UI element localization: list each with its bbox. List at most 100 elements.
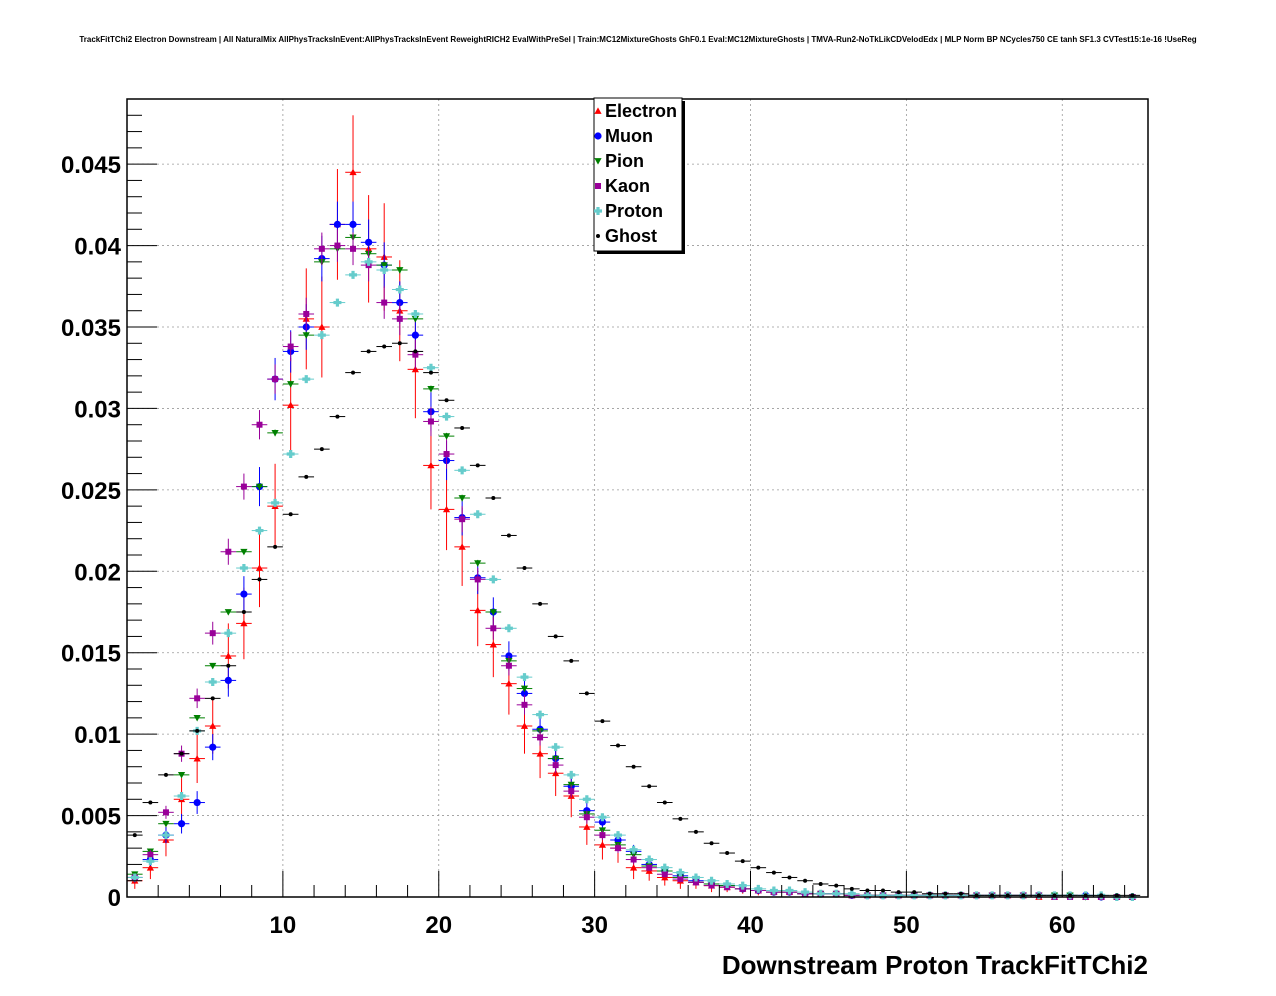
proton-point: [645, 855, 654, 864]
ghost-point: [787, 875, 792, 880]
proton-point: [504, 624, 513, 633]
ghost-point: [210, 696, 215, 701]
ghost-point: [771, 870, 776, 875]
kaon-point: [396, 315, 403, 322]
ghost-point: [257, 577, 262, 582]
kaon-point: [412, 351, 419, 358]
legend-label-electron: Electron: [605, 101, 677, 121]
ghost-point: [662, 800, 667, 805]
proton-point: [567, 770, 576, 779]
ghost-point: [163, 772, 168, 777]
kaon-point: [318, 245, 325, 252]
pion-point: [271, 429, 279, 437]
proton-point: [832, 889, 841, 898]
kaon-point: [272, 376, 279, 383]
legend-label-pion: Pion: [605, 151, 644, 171]
ghost-point: [148, 800, 153, 805]
pion-point: [474, 560, 482, 567]
proton-point: [271, 498, 280, 507]
proton-point: [598, 813, 607, 822]
ghost-point: [927, 891, 932, 896]
y-tick-label: 0.04: [74, 234, 121, 261]
ghost-point: [725, 851, 730, 856]
electron-point: [318, 323, 326, 330]
pion-point: [302, 332, 310, 339]
ghost-point: [335, 414, 340, 419]
ghost-point: [179, 751, 184, 756]
y-tick-label: 0.035: [61, 315, 121, 342]
electron-point: [146, 864, 154, 871]
kaon-point: [505, 662, 512, 669]
series-layer: [127, 115, 1141, 902]
legend-marker-electron: [594, 107, 602, 114]
electron-point: [287, 401, 295, 409]
kaon-point: [646, 864, 653, 871]
muon-point: [365, 238, 373, 246]
ghost-point: [647, 784, 652, 789]
legend-marker-ghost: [596, 234, 600, 238]
ghost-point: [740, 859, 745, 864]
y-tick-label: 0.025: [61, 478, 121, 505]
x-axis-title: Downstream Proton TrackFitTChi2: [722, 950, 1148, 980]
kaon-point: [474, 576, 481, 583]
legend-label-ghost: Ghost: [605, 226, 657, 246]
ghost-point: [397, 341, 402, 346]
muon-point: [349, 220, 357, 228]
muon-point: [598, 818, 607, 826]
electron-point: [442, 505, 451, 513]
proton-point: [161, 831, 170, 840]
ghost-point: [351, 370, 356, 375]
proton-point: [801, 888, 810, 897]
kaon-point: [490, 625, 497, 632]
ghost-point: [288, 512, 293, 517]
muon-point: [224, 676, 232, 685]
proton-point: [629, 845, 638, 854]
electron-point: [209, 722, 217, 729]
ghost-point: [241, 610, 246, 614]
legend-marker-pion: [594, 158, 602, 165]
proton-point: [582, 795, 591, 804]
kaon-point: [552, 762, 559, 769]
kaon-point: [568, 788, 575, 795]
ghost-point: [709, 841, 714, 846]
ghost-point: [958, 891, 963, 896]
proton-point: [473, 510, 482, 519]
proton-point: [754, 884, 763, 893]
electron-point: [193, 754, 201, 762]
ghost-point: [803, 878, 808, 883]
proton-point: [707, 876, 716, 885]
electron-point: [489, 640, 497, 648]
proton-point: [239, 564, 248, 573]
proton-point: [426, 363, 435, 372]
ghost-point: [491, 496, 496, 500]
pion-point: [442, 433, 451, 440]
ghost-point: [912, 890, 917, 895]
proton-point: [364, 257, 373, 266]
kaon-point: [599, 832, 606, 839]
proton-point: [863, 891, 872, 900]
proton-point: [785, 886, 794, 895]
x-tick-label: 40: [737, 912, 764, 939]
pion-point: [240, 548, 248, 556]
ghost-point: [273, 544, 278, 549]
ghost-point: [943, 891, 948, 896]
ghost-point: [678, 816, 683, 821]
ghost-point: [616, 743, 621, 748]
ghost-point: [693, 829, 698, 834]
pion-point: [396, 267, 404, 274]
muon-point: [209, 743, 217, 751]
electron-point: [458, 543, 466, 550]
series-pion: [127, 234, 1141, 901]
kaon-point: [615, 845, 622, 852]
ghost-point: [881, 888, 886, 893]
ghost-point: [304, 474, 309, 479]
kaon-point: [162, 809, 169, 816]
chart-title: TrackFitTChi2 Electron Downstream | All …: [79, 35, 1196, 44]
proton-point: [660, 863, 669, 872]
legend-label-proton: Proton: [605, 201, 663, 221]
muon-point: [240, 590, 248, 598]
ghost-point: [865, 888, 870, 893]
x-tick-label: 30: [581, 912, 608, 939]
